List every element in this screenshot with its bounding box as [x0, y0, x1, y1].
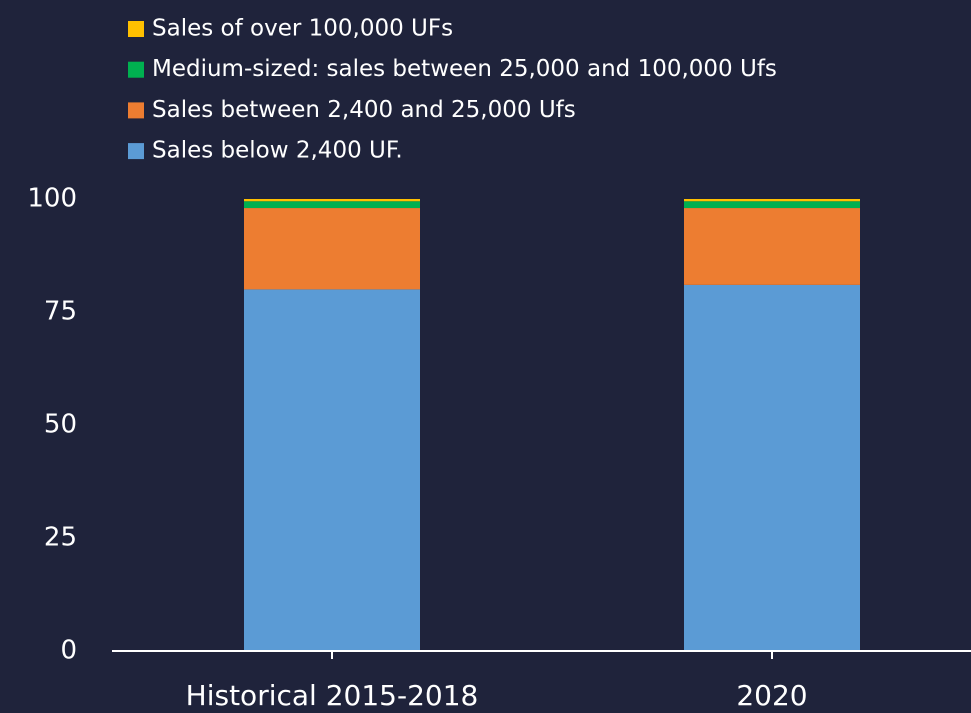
- legend-swatch: [128, 61, 144, 78]
- bar-segment: [684, 201, 860, 209]
- bar-segment: [244, 199, 420, 202]
- x-tick-label: Historical 2015-2018: [186, 679, 479, 712]
- y-tick-label: 25: [44, 523, 77, 553]
- legend-swatch: [128, 21, 144, 37]
- legend-swatch: [128, 143, 144, 160]
- legend-swatch: [128, 102, 144, 119]
- legend-label: Sales of over 100,000 UFs: [152, 16, 453, 42]
- legend-label: Medium-sized: sales between 25,000 and 1…: [152, 56, 777, 82]
- y-tick-label: 100: [27, 184, 77, 214]
- bar-segment: [244, 289, 420, 651]
- bar-segment: [244, 201, 420, 209]
- bar-segment: [684, 208, 860, 285]
- x-tick-label: 2020: [736, 679, 807, 712]
- bar-segment: [684, 199, 860, 202]
- y-tick-label: 50: [44, 410, 77, 440]
- y-tick-label: 0: [60, 636, 77, 666]
- bar-segment: [244, 208, 420, 290]
- legend-label: Sales between 2,400 and 25,000 Ufs: [152, 97, 576, 123]
- bar-segment: [684, 284, 860, 651]
- y-tick-label: 75: [44, 297, 77, 327]
- legend-label: Sales below 2,400 UF.: [152, 138, 403, 164]
